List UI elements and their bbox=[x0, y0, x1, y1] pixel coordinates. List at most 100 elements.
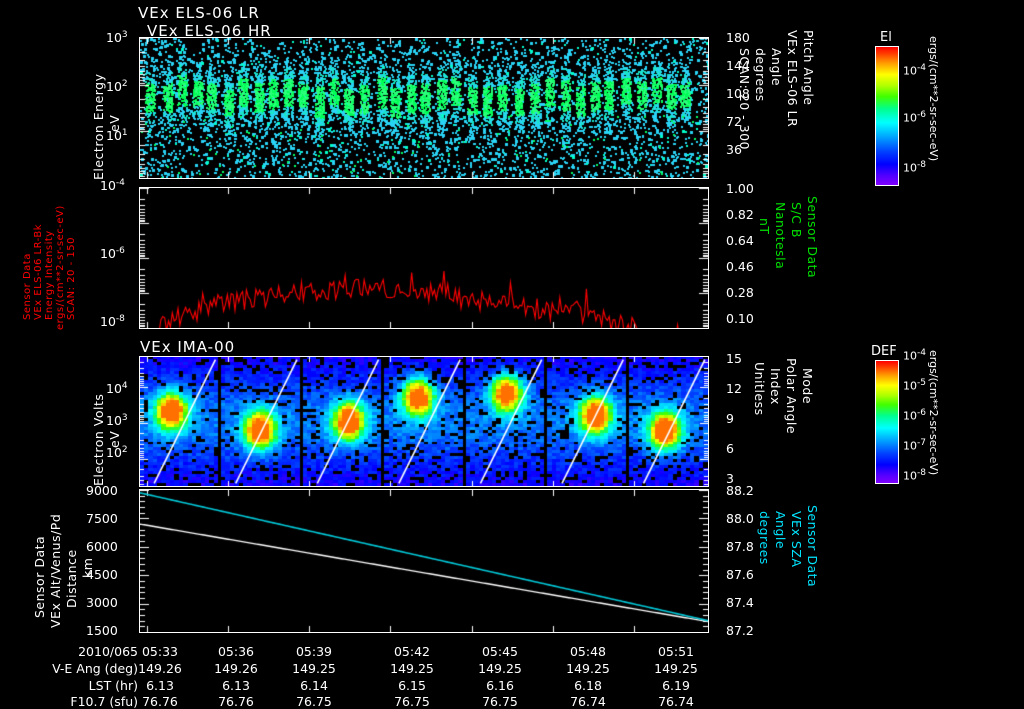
panel4-ytick-6000: 6000 bbox=[86, 539, 118, 554]
panel1-right-label-line4: degrees bbox=[753, 48, 768, 102]
bottom-row-label-3: F10.7 (sfu) bbox=[70, 694, 138, 709]
bottom-row-label-0: 2010/065 bbox=[78, 644, 138, 659]
panel1-rtick-72: 72 bbox=[726, 114, 742, 129]
panel2-right-label-line2: S/C B bbox=[789, 202, 804, 238]
panel4-ytick-3000: 3000 bbox=[86, 595, 118, 610]
bottom-cell-lst-6: 6.19 bbox=[662, 678, 690, 693]
bottom-cell-time-2: 05:39 bbox=[295, 644, 333, 659]
panel3-right-label-line3: Index bbox=[768, 368, 783, 405]
panel4-left-label-line3: Distance bbox=[64, 549, 79, 608]
bottom-cell-ve_ang-6: 149.25 bbox=[654, 661, 698, 676]
colorbar-bottom-tick-4: 10-7 bbox=[903, 438, 926, 453]
panel2-right-label-line3: Nanotesla bbox=[773, 202, 788, 270]
colorbar-bottom-tick-2: 10-5 bbox=[903, 378, 926, 393]
panel4-left-label-line2: VEx Alt/Venus/Pd bbox=[48, 513, 63, 628]
panel2-left-label-line1: Sensor Data bbox=[22, 253, 33, 320]
bottom-cell-time-6: 05:51 bbox=[657, 644, 695, 659]
colorbar-top-tick-1: 10-4 bbox=[903, 63, 926, 78]
bottom-cell-lst-0: 6.13 bbox=[146, 678, 174, 693]
panel1-right-label-line3: Angle bbox=[769, 48, 784, 87]
panel3-right-label-line4: Unitless bbox=[752, 362, 767, 416]
panel3-rtick-15: 15 bbox=[726, 351, 742, 366]
panel2-rtick-6: 0.10 bbox=[726, 311, 754, 326]
panel1-title-lr: VEx ELS-06 LR bbox=[138, 4, 260, 22]
panel4-right-label-line1: Sensor Data bbox=[805, 505, 820, 588]
panel4-rtick-1: 88.2 bbox=[726, 483, 754, 498]
panel4-right-label-line2: VEx SZA bbox=[789, 511, 804, 568]
panel2-left-label-line5: SCAN: 20 - 150 bbox=[66, 237, 77, 320]
panel1-right-label-line5: SCAN: 20 - 300 bbox=[737, 48, 752, 150]
colorbar-bottom-gradient bbox=[875, 360, 899, 484]
panel1-ytick-1e1: 101 bbox=[106, 128, 128, 144]
panel2-rtick-3: 0.64 bbox=[726, 233, 754, 248]
panel2-rtick-5: 0.28 bbox=[726, 285, 754, 300]
colorbar-top-tick-2: 10-6 bbox=[903, 110, 926, 125]
panel1-spectrogram[interactable] bbox=[140, 38, 708, 178]
bottom-cell-time-5: 05:48 bbox=[569, 644, 607, 659]
panel2-right-label-line4: nT bbox=[757, 218, 772, 235]
colorbar-bottom-tick-5: 10-8 bbox=[903, 468, 926, 483]
panel2-right-label-line1: Sensor Data bbox=[805, 196, 820, 279]
panel4-left-label-line1: Sensor Data bbox=[32, 535, 47, 618]
panel1-ytick-1e3: 103 bbox=[106, 30, 128, 46]
bottom-cell-lst-4: 6.16 bbox=[486, 678, 514, 693]
panel3-rtick-6: 6 bbox=[726, 441, 734, 456]
bottom-row-label-1: V-E Ang (deg) bbox=[52, 661, 138, 676]
panel2-rtick-2: 0.82 bbox=[726, 207, 754, 222]
panel1-rtick-36: 36 bbox=[726, 142, 742, 157]
bottom-cell-time-0: 05:33 bbox=[141, 644, 179, 659]
bottom-cell-time-1: 05:36 bbox=[217, 644, 255, 659]
panel1-right-label-line2: VEx ELS-06 LR bbox=[785, 30, 800, 128]
panel2-left-label-line2: VEx ELS-06 LR-Bk bbox=[33, 223, 44, 320]
colorbar-bottom-tick-1: 10-4 bbox=[903, 348, 926, 363]
bottom-cell-lst-5: 6.18 bbox=[574, 678, 602, 693]
panel4-line-plot[interactable] bbox=[140, 490, 708, 632]
panel1-y-axis-label: Electron Energy eV bbox=[76, 40, 122, 185]
panel3-right-label-line1: Mode bbox=[800, 368, 815, 405]
panel2-left-label-line4: ergs/(cm**2-sr-sec-eV) bbox=[55, 205, 66, 330]
panel3-ytick-1e3: 103 bbox=[106, 413, 128, 429]
bottom-cell-ve_ang-4: 149.25 bbox=[478, 661, 522, 676]
panel3-right-label-line2: Polar Angle bbox=[784, 358, 799, 435]
panel3-ytick-1e4: 104 bbox=[106, 381, 128, 397]
bottom-cell-ve_ang-5: 149.25 bbox=[566, 661, 610, 676]
bottom-cell-f107-4: 76.75 bbox=[482, 694, 518, 709]
panel4-rtick-2: 88.0 bbox=[726, 511, 754, 526]
bottom-cell-ve_ang-0: 149.26 bbox=[138, 661, 182, 676]
bottom-cell-lst-2: 6.14 bbox=[300, 678, 328, 693]
panel3-heatmap[interactable] bbox=[140, 357, 708, 486]
panel1-right-label-line1: Pitch Angle bbox=[801, 30, 816, 106]
panel2-ytick-1e-6: 10-6 bbox=[100, 246, 125, 262]
panel4-rtick-3: 87.8 bbox=[726, 539, 754, 554]
bottom-cell-f107-5: 76.74 bbox=[570, 694, 606, 709]
colorbar-bottom-title: DEF bbox=[871, 344, 897, 359]
panel2-ytick-1e-4: 10-4 bbox=[100, 178, 125, 194]
bottom-cell-f107-0: 76.76 bbox=[142, 694, 178, 709]
bottom-cell-f107-2: 76.75 bbox=[296, 694, 332, 709]
panel4-right-label-line4: degrees bbox=[757, 511, 772, 565]
panel4-ytick-4500: 4500 bbox=[86, 567, 118, 582]
bottom-cell-lst-1: 6.13 bbox=[222, 678, 250, 693]
colorbar-top-title: El bbox=[880, 30, 892, 45]
panel1-rtick-144: 144 bbox=[726, 58, 750, 73]
panel4-rtick-4: 87.6 bbox=[726, 567, 754, 582]
panel2-line-plot[interactable] bbox=[140, 188, 708, 328]
colorbar-bottom-tick-3: 10-6 bbox=[903, 408, 926, 423]
panel3-y-label-line1: Electron Volts bbox=[91, 393, 106, 486]
panel2-left-label-line3: Energy Intensity bbox=[44, 230, 55, 320]
panel1-title-hr: VEx ELS-06 HR bbox=[147, 22, 272, 40]
colorbar-top-gradient bbox=[875, 46, 899, 186]
panel3-rtick-3: 3 bbox=[726, 471, 734, 486]
panel2-ytick-1e-8: 10-8 bbox=[100, 314, 125, 330]
bottom-cell-ve_ang-2: 149.25 bbox=[292, 661, 336, 676]
bottom-cell-f107-3: 76.75 bbox=[394, 694, 430, 709]
panel1-y-axis-label-line1: Electron Energy bbox=[91, 73, 106, 180]
panel4-ytick-9000: 9000 bbox=[86, 483, 118, 498]
bottom-cell-lst-3: 6.15 bbox=[398, 678, 426, 693]
panel3-ytick-1e2: 102 bbox=[106, 445, 128, 461]
bottom-cell-ve_ang-3: 149.25 bbox=[390, 661, 434, 676]
bottom-row-label-2: LST (hr) bbox=[88, 678, 138, 693]
bottom-cell-f107-6: 76.74 bbox=[658, 694, 694, 709]
panel3-title: VEx IMA-00 bbox=[140, 338, 236, 356]
